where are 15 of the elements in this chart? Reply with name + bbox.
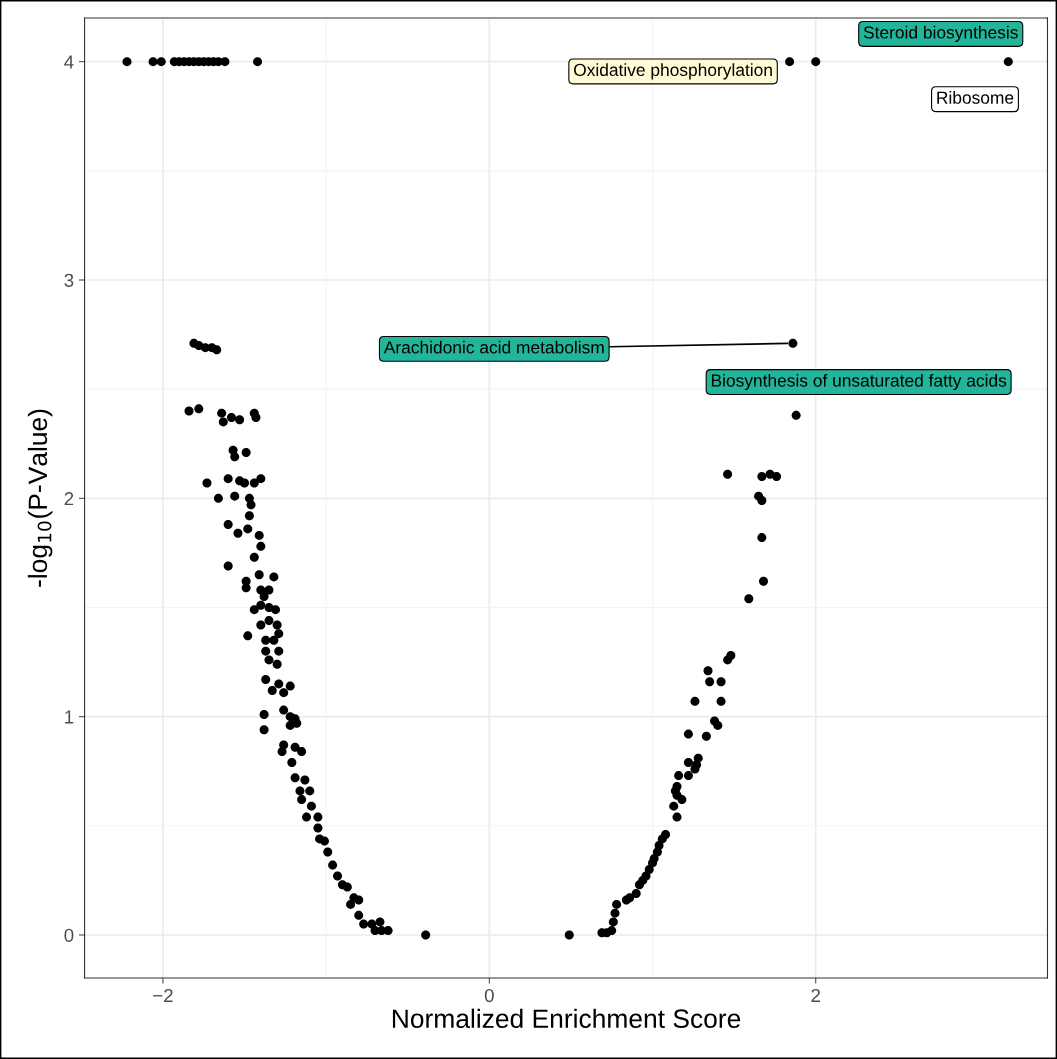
x-axis-title: Normalized Enrichment Score (392, 1008, 741, 1029)
y-tick-label: 0 (64, 928, 74, 942)
y-axis-title: -log$_{10}$(P-Value) (27, 409, 53, 587)
x-tick-label: 0 (484, 988, 494, 1003)
x-tick-label: −2 (153, 988, 173, 1002)
y-tick-label: 4 (64, 55, 74, 69)
y-tick-label: 3 (64, 273, 74, 287)
y-tick-label: 2 (64, 492, 74, 506)
x-tick-label: 2 (811, 988, 820, 1002)
annotation: Ribosome (937, 91, 1014, 104)
y-tick-label: 1 (65, 710, 74, 724)
annotation: Biosynthesis of unsaturated fatty acids (711, 373, 1007, 391)
annotation: Oxidative phosphorylation (574, 63, 772, 80)
annotation: Steroid biosynthesis (863, 25, 1018, 42)
annotation: Arachidonic acid metabolism (383, 340, 604, 354)
